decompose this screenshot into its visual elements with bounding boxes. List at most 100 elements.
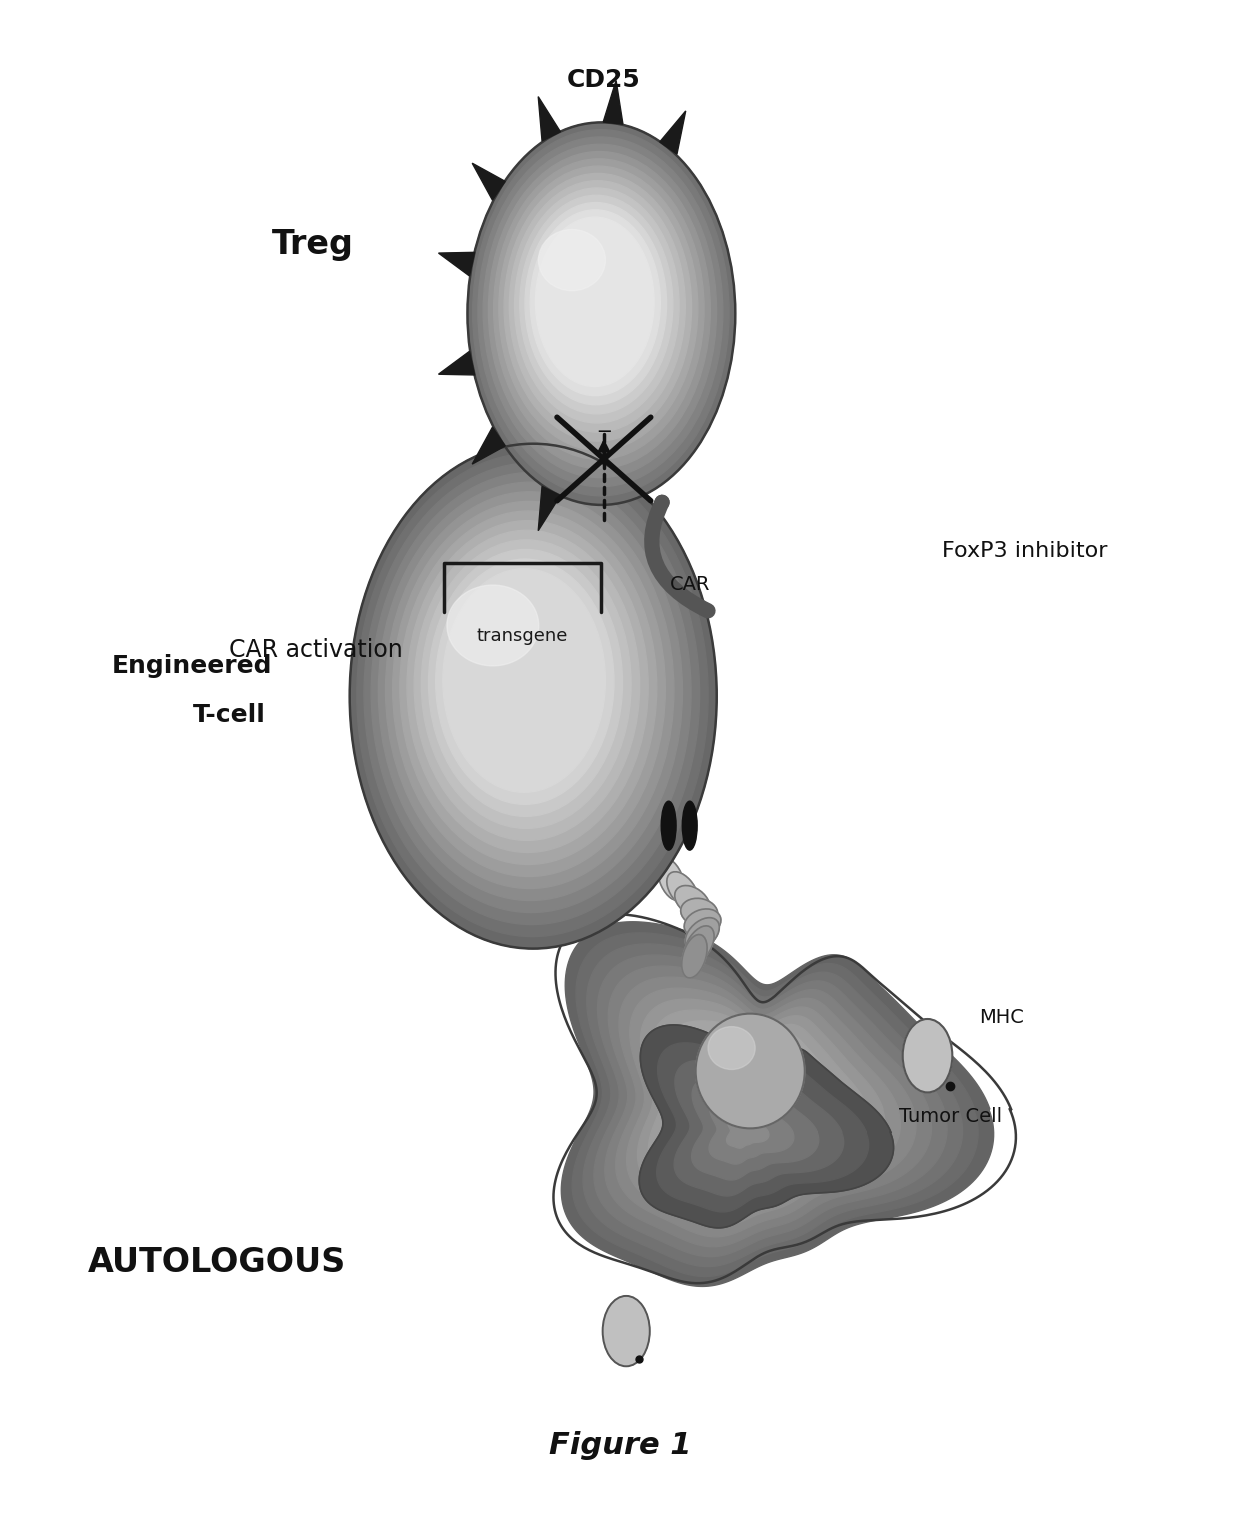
Polygon shape	[681, 1042, 823, 1178]
Polygon shape	[670, 1031, 838, 1187]
Ellipse shape	[536, 217, 653, 387]
Polygon shape	[660, 110, 686, 155]
Ellipse shape	[538, 230, 605, 291]
Ellipse shape	[472, 130, 729, 496]
Ellipse shape	[675, 886, 711, 916]
Ellipse shape	[489, 151, 711, 468]
Polygon shape	[583, 944, 962, 1267]
Polygon shape	[675, 1060, 843, 1196]
Ellipse shape	[903, 1019, 952, 1092]
Ellipse shape	[350, 444, 717, 949]
Ellipse shape	[661, 802, 676, 851]
Text: Engineered: Engineered	[112, 653, 273, 678]
Polygon shape	[538, 96, 560, 141]
Text: CAR: CAR	[670, 575, 711, 594]
Ellipse shape	[531, 210, 661, 396]
Ellipse shape	[541, 225, 647, 378]
Polygon shape	[692, 1079, 818, 1180]
Polygon shape	[626, 988, 900, 1227]
Ellipse shape	[393, 502, 666, 877]
Text: AUTOLOGOUS: AUTOLOGOUS	[88, 1245, 346, 1279]
Polygon shape	[603, 81, 622, 124]
Ellipse shape	[510, 181, 686, 431]
Ellipse shape	[681, 898, 718, 926]
Ellipse shape	[378, 482, 682, 901]
Ellipse shape	[498, 167, 698, 450]
Polygon shape	[439, 352, 475, 375]
Polygon shape	[439, 252, 475, 275]
Ellipse shape	[500, 646, 537, 696]
Text: Tumor Cell: Tumor Cell	[899, 1108, 1002, 1126]
Ellipse shape	[446, 584, 538, 666]
Polygon shape	[727, 1114, 769, 1148]
Ellipse shape	[467, 122, 735, 505]
Ellipse shape	[567, 260, 616, 332]
Ellipse shape	[471, 607, 572, 744]
Ellipse shape	[365, 464, 699, 924]
Ellipse shape	[429, 549, 622, 817]
Ellipse shape	[505, 173, 692, 441]
Polygon shape	[649, 1010, 869, 1207]
Ellipse shape	[458, 588, 588, 768]
Ellipse shape	[443, 569, 605, 793]
FancyArrowPatch shape	[652, 502, 708, 610]
Ellipse shape	[479, 617, 563, 733]
Ellipse shape	[371, 473, 691, 912]
Ellipse shape	[399, 511, 657, 864]
Ellipse shape	[546, 231, 641, 369]
Polygon shape	[616, 978, 916, 1236]
Polygon shape	[657, 1043, 868, 1212]
Text: ─: ─	[598, 424, 610, 442]
Ellipse shape	[486, 626, 554, 721]
Ellipse shape	[657, 858, 684, 900]
Ellipse shape	[422, 540, 631, 828]
Text: Treg: Treg	[272, 228, 353, 262]
Ellipse shape	[572, 268, 610, 323]
Ellipse shape	[525, 202, 667, 405]
Polygon shape	[538, 487, 560, 531]
Ellipse shape	[562, 254, 622, 341]
Ellipse shape	[520, 196, 673, 413]
Text: transgene: transgene	[477, 627, 568, 646]
Ellipse shape	[464, 598, 579, 756]
Ellipse shape	[682, 935, 707, 978]
Polygon shape	[605, 965, 931, 1247]
Ellipse shape	[708, 1027, 755, 1069]
Ellipse shape	[435, 558, 614, 805]
Ellipse shape	[684, 926, 714, 964]
Polygon shape	[692, 1053, 807, 1167]
Ellipse shape	[515, 188, 680, 422]
Polygon shape	[472, 427, 505, 464]
Ellipse shape	[484, 144, 717, 477]
Ellipse shape	[686, 918, 719, 950]
Polygon shape	[562, 921, 993, 1287]
Polygon shape	[594, 955, 947, 1256]
Text: CAR activation: CAR activation	[229, 638, 403, 662]
Text: T-cell: T-cell	[193, 702, 265, 727]
Polygon shape	[572, 933, 978, 1276]
Polygon shape	[472, 164, 505, 200]
Ellipse shape	[477, 138, 723, 487]
Polygon shape	[639, 1025, 894, 1229]
Ellipse shape	[414, 531, 640, 840]
Polygon shape	[709, 1097, 794, 1164]
Text: FoxP3 inhibitor: FoxP3 inhibitor	[942, 540, 1107, 562]
Ellipse shape	[386, 491, 673, 889]
Ellipse shape	[682, 802, 697, 851]
Ellipse shape	[407, 520, 649, 852]
Ellipse shape	[578, 275, 604, 314]
Polygon shape	[660, 1021, 854, 1198]
Ellipse shape	[557, 246, 629, 350]
Polygon shape	[702, 1062, 791, 1158]
Polygon shape	[637, 999, 885, 1216]
Text: Figure 1: Figure 1	[549, 1432, 691, 1460]
Ellipse shape	[551, 239, 635, 360]
Ellipse shape	[494, 159, 704, 459]
Ellipse shape	[603, 1296, 650, 1366]
Ellipse shape	[357, 453, 708, 936]
Ellipse shape	[696, 1014, 805, 1129]
Ellipse shape	[684, 909, 720, 938]
Ellipse shape	[494, 636, 546, 708]
Text: MHC: MHC	[980, 1008, 1024, 1027]
Ellipse shape	[667, 872, 698, 909]
